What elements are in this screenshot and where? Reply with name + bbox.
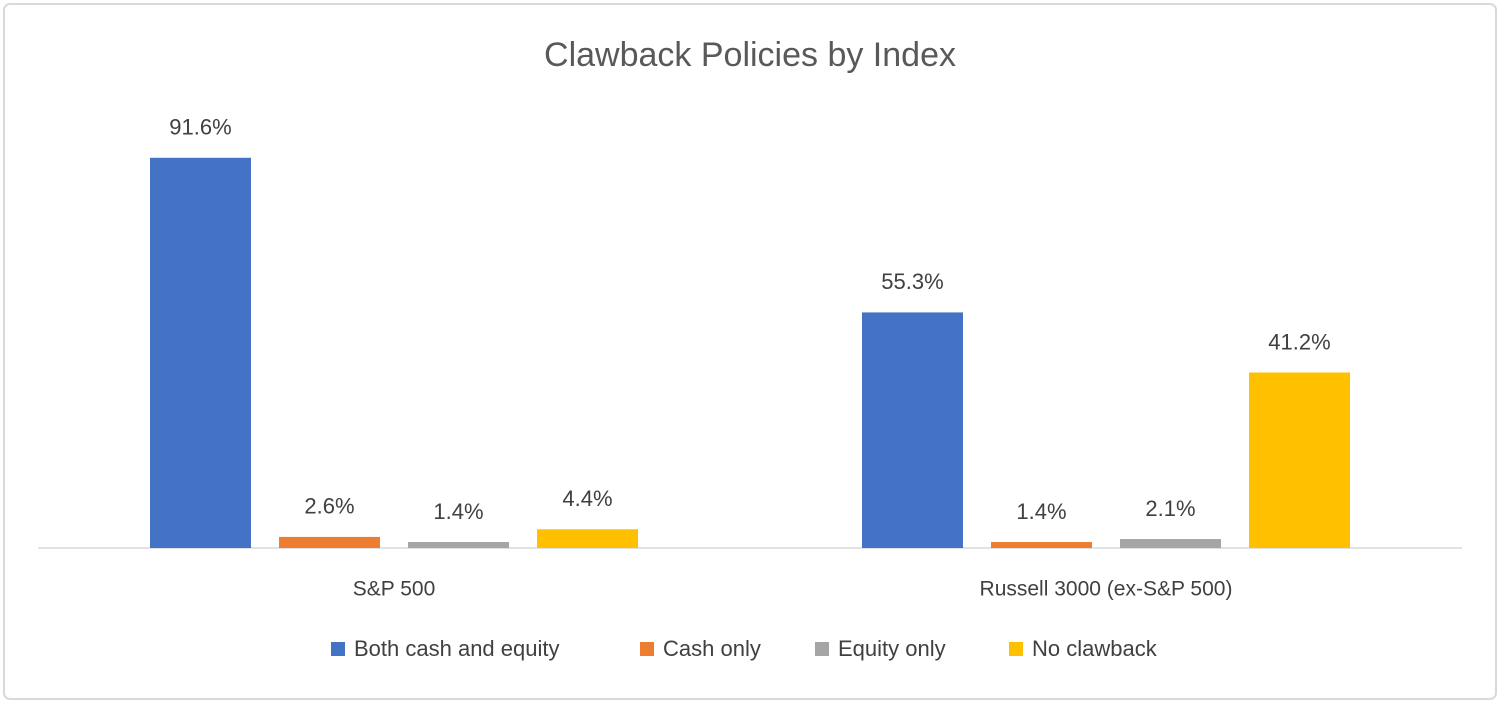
legend-swatch xyxy=(1009,642,1023,656)
data-label: 91.6% xyxy=(169,115,231,140)
legend-swatch xyxy=(331,642,345,656)
bar xyxy=(862,312,963,548)
legend-swatch xyxy=(640,642,654,656)
chart-border xyxy=(3,3,1497,700)
data-label: 55.3% xyxy=(881,269,943,294)
data-label: 4.4% xyxy=(562,486,612,511)
x-tick-label: Russell 3000 (ex-S&P 500) xyxy=(980,578,1233,601)
bar xyxy=(537,529,638,548)
legend-label: Equity only xyxy=(838,636,946,661)
data-label: 2.6% xyxy=(304,494,354,519)
legend-label: No clawback xyxy=(1032,636,1158,661)
x-tick-label: S&P 500 xyxy=(353,578,436,601)
bar xyxy=(279,536,380,548)
bar xyxy=(1249,372,1350,548)
data-label: 41.2% xyxy=(1268,329,1330,354)
data-label: 2.1% xyxy=(1145,496,1195,521)
bar xyxy=(408,542,509,548)
legend-label: Both cash and equity xyxy=(354,636,559,661)
bar xyxy=(991,542,1092,548)
data-label: 1.4% xyxy=(433,499,483,524)
legend-swatch xyxy=(815,642,829,656)
bar xyxy=(1120,539,1221,548)
legend-label: Cash only xyxy=(663,636,761,661)
data-label: 1.4% xyxy=(1016,499,1066,524)
bar xyxy=(150,157,251,548)
chart-title: Clawback Policies by Index xyxy=(544,36,956,74)
